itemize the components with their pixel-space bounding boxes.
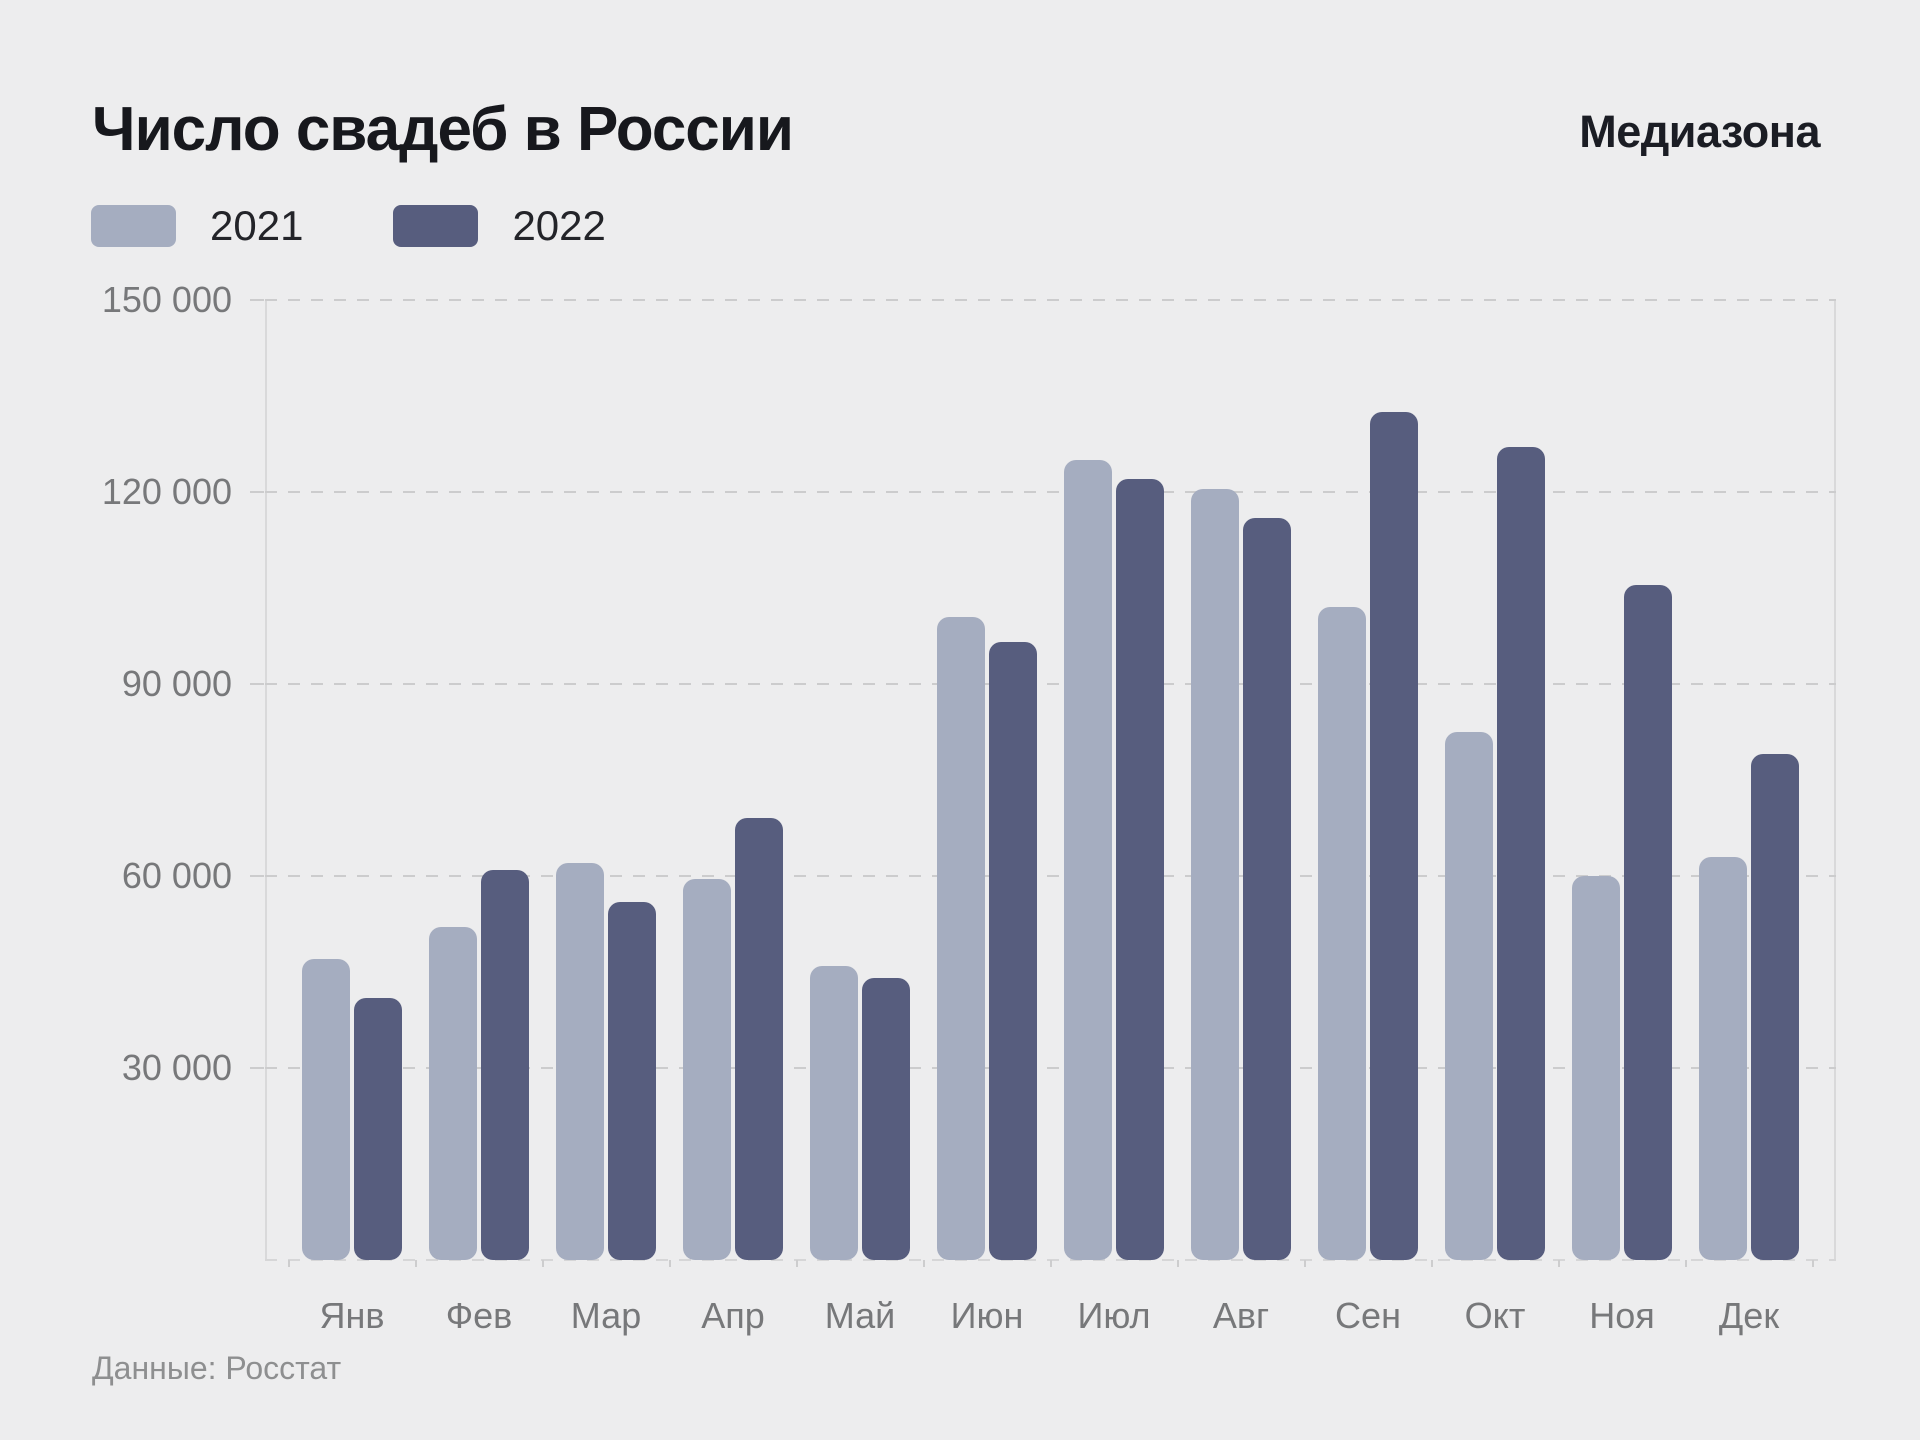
x-axis-tick-label: Янв xyxy=(319,1295,385,1336)
bar-2022-фев xyxy=(481,869,529,1260)
y-tick xyxy=(250,491,264,493)
x-tick xyxy=(1811,1260,1814,1267)
bar-2022-янв xyxy=(354,997,402,1260)
brand-logo: Медиазона xyxy=(1579,106,1820,157)
y-axis-tick-label: 30 000 xyxy=(121,1047,232,1088)
x-axis-tick-label: Дек xyxy=(1718,1295,1780,1336)
x-tick xyxy=(1303,1260,1306,1267)
x-axis-tick-label: Апр xyxy=(701,1295,765,1336)
bar-2022-окт xyxy=(1497,447,1545,1260)
x-tick xyxy=(1684,1260,1687,1267)
bar-2022-авг xyxy=(1243,517,1291,1260)
x-axis-tick-label: Окт xyxy=(1464,1295,1526,1336)
y-axis-tick-label: 120 000 xyxy=(101,471,232,512)
gridline xyxy=(265,1067,1836,1069)
x-axis-tick-label: Май xyxy=(824,1295,896,1336)
y-axis-labels: 150 000 120 000 90 000 60 000 30 000 xyxy=(70,0,232,1440)
x-tick xyxy=(287,1260,290,1267)
bar-2021-сен xyxy=(1318,607,1366,1260)
chart-title: Число свадеб в России xyxy=(92,95,794,164)
x-axis-tick-label: Ноя xyxy=(1589,1295,1655,1336)
bar-2021-фев xyxy=(429,927,477,1260)
bar-2022-сен xyxy=(1370,412,1418,1260)
y-axis-tick-label: 60 000 xyxy=(121,855,232,896)
y-tick xyxy=(250,875,264,877)
y-axis-line xyxy=(265,300,267,1260)
bar-2022-ноя xyxy=(1624,584,1672,1260)
bar-2021-ноя xyxy=(1572,876,1620,1260)
bar-2022-июн xyxy=(989,642,1037,1260)
x-axis-tick-label: Июл xyxy=(1077,1295,1151,1336)
x-tick xyxy=(541,1260,544,1267)
right-border-line xyxy=(1834,300,1836,1260)
source-note: Данные: Росстат xyxy=(92,1350,342,1386)
bar-2022-май xyxy=(862,978,910,1260)
x-axis-tick-label: Сен xyxy=(1335,1295,1401,1336)
legend-label-2022: 2022 xyxy=(512,202,606,249)
x-tick xyxy=(1430,1260,1433,1267)
x-axis-tick-label: Фев xyxy=(445,1295,513,1336)
gridline xyxy=(265,299,1836,301)
bar-2021-авг xyxy=(1191,488,1239,1260)
bar-2022-апр xyxy=(735,818,783,1260)
bar-2022-мар xyxy=(608,901,656,1260)
legend-label-2021: 2021 xyxy=(210,202,304,249)
gridline xyxy=(265,491,1836,493)
gridline xyxy=(265,875,1836,877)
x-axis-labels: Янв Фев Мар Апр Май Июн Июл Авг Сен Окт Ноя Дек xyxy=(265,1294,1836,1338)
x-tick xyxy=(795,1260,798,1267)
bar-2022-июл xyxy=(1116,479,1164,1260)
bar-2021-апр xyxy=(683,879,731,1260)
y-tick xyxy=(250,299,264,301)
x-axis-tick-label: Мар xyxy=(570,1295,642,1336)
plot-area xyxy=(250,299,1836,1267)
bar-2021-июл xyxy=(1064,460,1112,1260)
bar-2021-мар xyxy=(556,863,604,1260)
x-tick xyxy=(1176,1260,1179,1267)
y-axis-tick-label: 90 000 xyxy=(121,663,232,704)
x-tick xyxy=(1049,1260,1052,1267)
bar-2022-дек xyxy=(1751,754,1799,1260)
x-axis-tick-label: Июн xyxy=(950,1295,1024,1336)
bar-2021-дек xyxy=(1699,856,1747,1260)
bar-2021-янв xyxy=(302,959,350,1260)
x-tick xyxy=(668,1260,671,1267)
legend: 2021 2022 xyxy=(91,205,606,247)
x-tick xyxy=(414,1260,417,1267)
bar-2021-июн xyxy=(937,616,985,1260)
x-axis-tick-label: Авг xyxy=(1212,1295,1270,1336)
x-tick xyxy=(922,1260,925,1267)
legend-swatch-2021 xyxy=(91,205,176,247)
bar-2021-окт xyxy=(1445,732,1493,1260)
x-tick xyxy=(1557,1260,1560,1267)
legend-swatch-2022 xyxy=(393,205,479,247)
y-tick xyxy=(250,1067,264,1069)
y-tick xyxy=(250,683,264,685)
bar-2021-май xyxy=(810,965,858,1260)
gridline xyxy=(265,683,1836,685)
y-axis-tick-label: 150 000 xyxy=(101,279,232,320)
